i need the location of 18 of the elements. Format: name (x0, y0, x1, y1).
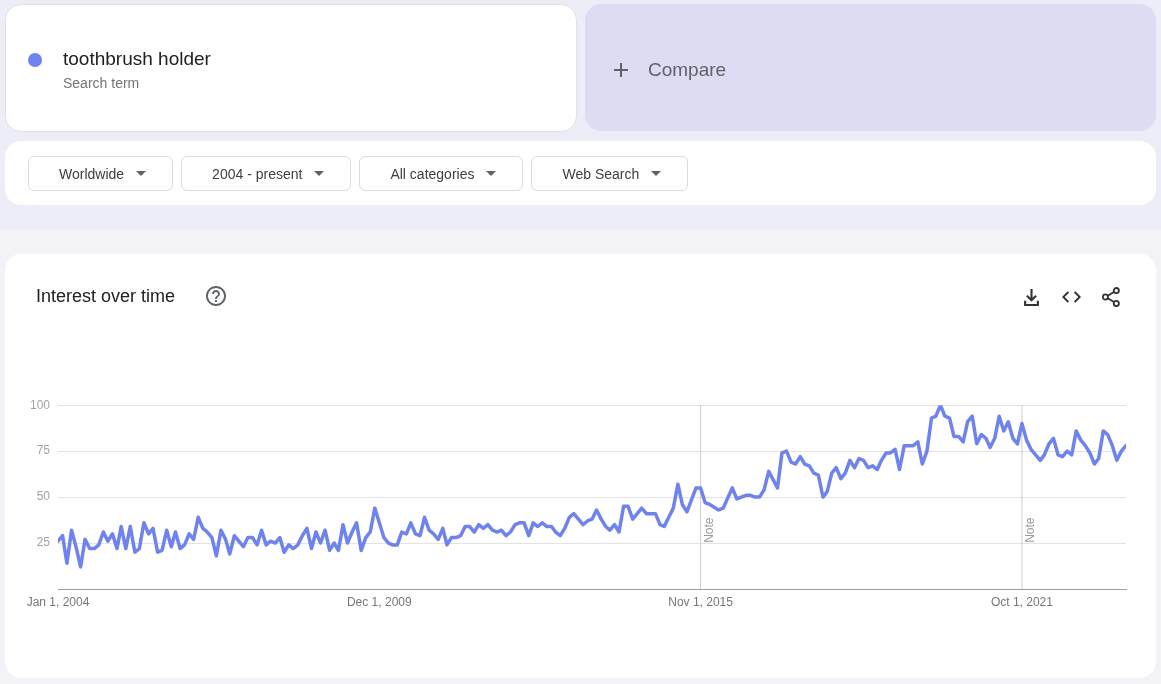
x-tick-label: Nov 1, 2015 (668, 594, 734, 609)
text: All categories (390, 165, 475, 182)
y-tick-label: 75 (36, 443, 51, 458)
chart-title: Interest over time (36, 286, 176, 307)
x-tick-label: Dec 1, 2009 (346, 594, 412, 609)
y-tick-label: 100 (29, 397, 51, 412)
x-tick-label: Oct 1, 2021 (990, 594, 1054, 609)
legend-label: toothbrush holder (63, 48, 211, 70)
text: Search term (63, 75, 140, 91)
text: 2004 - present (212, 165, 303, 182)
text: Web Search (562, 165, 640, 182)
ref-line-label: Note (1023, 517, 1038, 543)
text: Worldwide (59, 165, 125, 182)
ref-line-label: Note (701, 517, 716, 543)
y-tick-label: 25 (36, 535, 51, 550)
x-tick-label: Jan 1, 2004 (26, 594, 90, 609)
y-tick-label: 50 (36, 489, 51, 504)
text: Compare (648, 59, 727, 81)
